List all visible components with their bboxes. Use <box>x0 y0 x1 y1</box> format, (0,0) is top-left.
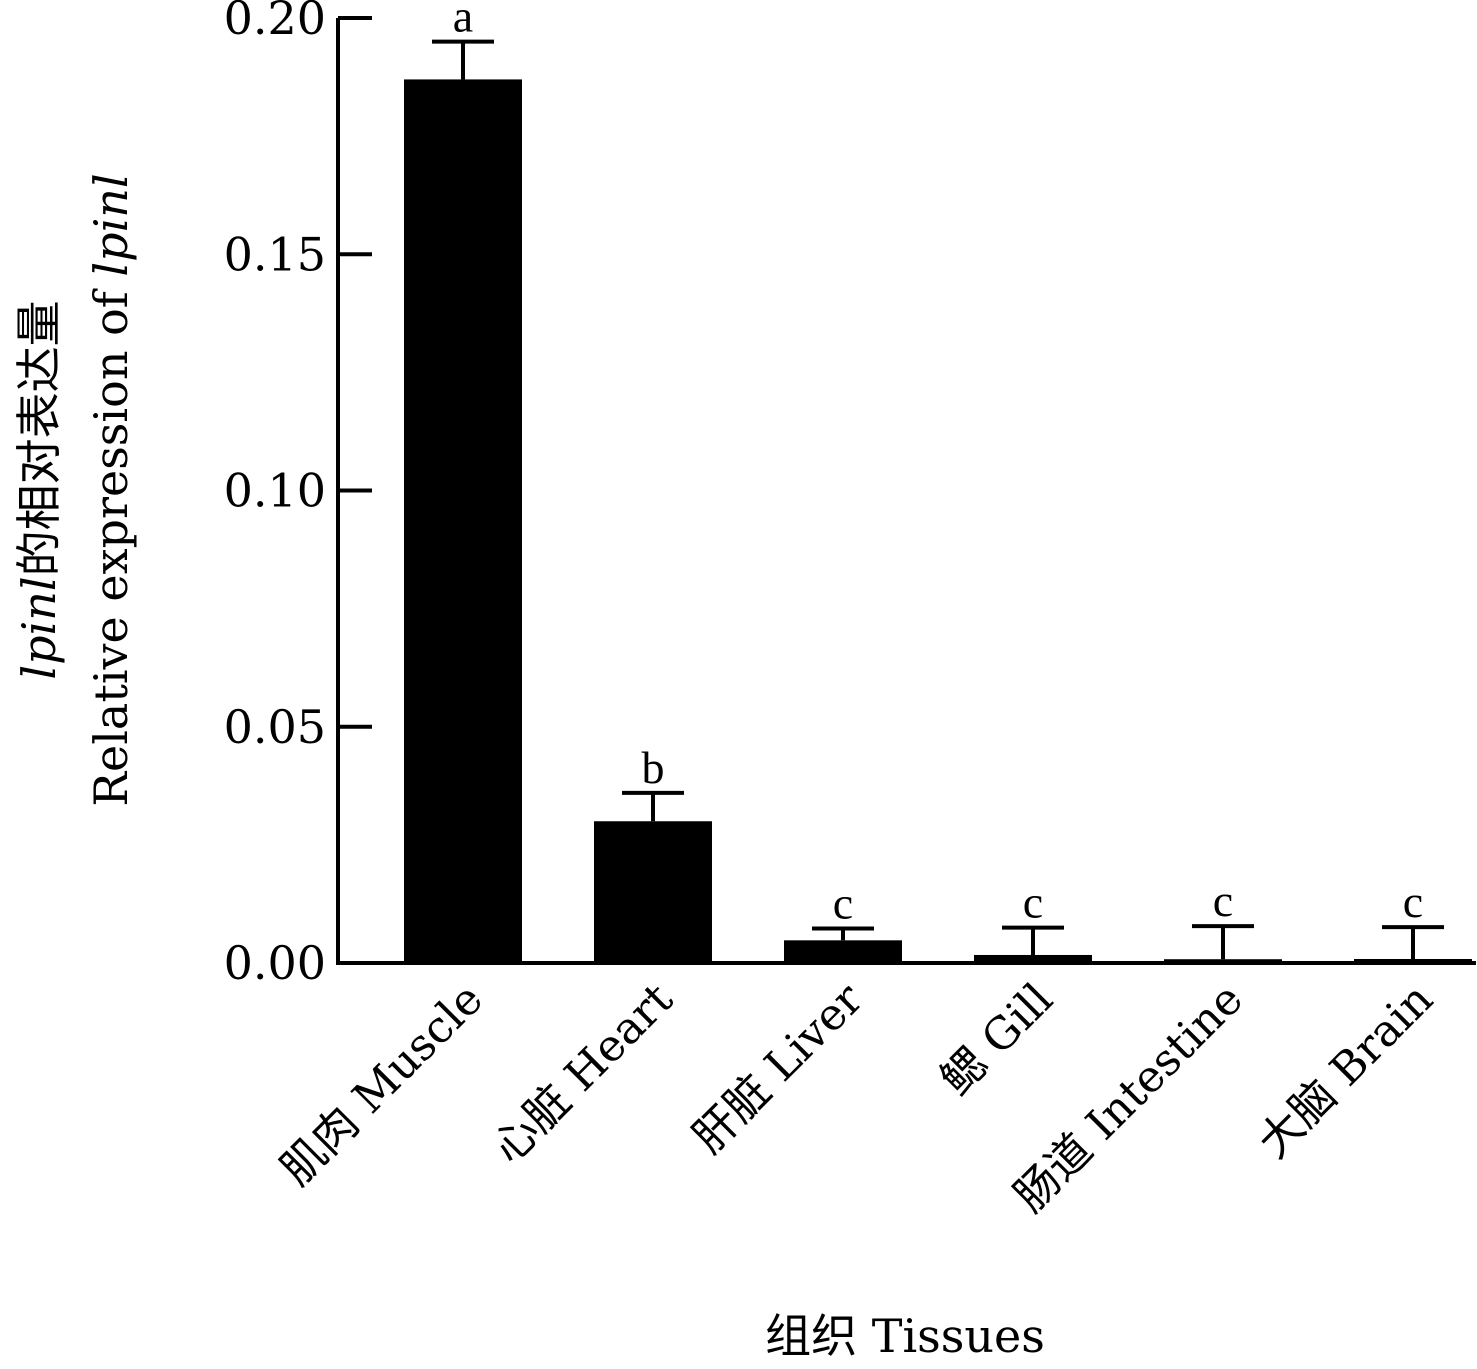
y-tick-label: 0.05 <box>224 700 326 754</box>
significance-label: c <box>833 878 853 929</box>
significance-labels-group: a b c c c c <box>453 0 1423 929</box>
x-category-label: 大脑 Brain <box>1248 974 1442 1168</box>
x-axis-title: 组织 Tissues <box>765 1309 1045 1363</box>
x-category-label: 肝脏 Liver <box>683 973 873 1163</box>
y-axis-title-gene-italic: lpinl <box>12 576 66 679</box>
significance-label: c <box>1213 875 1233 926</box>
bar <box>784 940 902 963</box>
significance-label: c <box>1403 876 1423 927</box>
y-axis-title-en-gene-italic: lpinl <box>84 173 138 276</box>
y-tick-label: 0.10 <box>224 464 326 518</box>
y-ticks-group: 0.00 0.05 0.10 0.15 0.20 <box>224 0 372 990</box>
y-tick-label: 0.15 <box>224 227 326 281</box>
bar <box>974 954 1092 963</box>
y-tick-label: 0.20 <box>224 0 326 45</box>
y-axis-title-line2: Relative expression of lpinl <box>84 173 138 806</box>
significance-label: c <box>1023 877 1043 928</box>
y-axis-title-cn: 的相对表达量 <box>12 300 66 576</box>
y-tick-label: 0.00 <box>224 936 326 990</box>
y-axis-title-line1: lpinl的相对表达量 <box>12 300 66 679</box>
y-axis-title-en: Relative expression of <box>84 277 138 807</box>
x-category-label: 心脏 Heart <box>483 973 683 1173</box>
error-bars-group <box>432 39 1444 963</box>
significance-label: a <box>453 0 473 42</box>
x-category-label: 鳃 Gill <box>931 974 1063 1106</box>
y-axis-title: lpinl的相对表达量 Relative expression of lpinl <box>12 173 138 806</box>
bar <box>404 79 522 964</box>
x-category-label: 肌肉 Muscle <box>271 974 493 1196</box>
bars-group <box>404 79 1472 964</box>
significance-label: b <box>642 742 665 793</box>
bar <box>594 821 712 963</box>
